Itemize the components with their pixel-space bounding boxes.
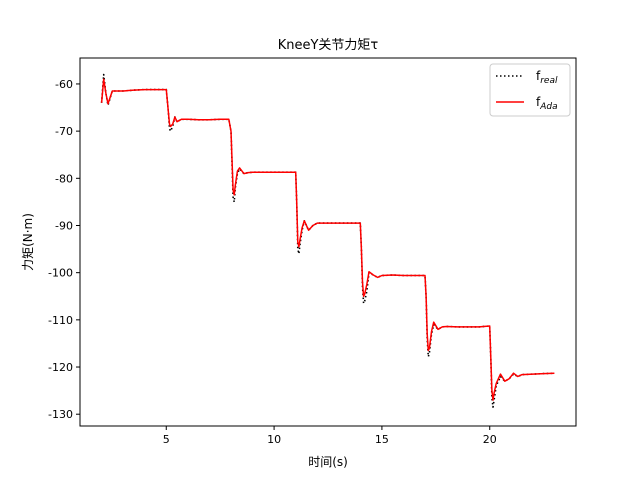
x-axis-label: 时间(s) xyxy=(308,455,348,469)
y-tick-label: -120 xyxy=(48,361,73,374)
x-tick-label: 5 xyxy=(163,433,170,446)
series-line-ada xyxy=(100,78,555,401)
y-axis: -60 -70 -80 -90 -100 -110 -120 -130 xyxy=(48,78,80,421)
x-tick-label: 20 xyxy=(483,433,497,446)
legend-box xyxy=(489,63,571,117)
y-axis-label: 力矩(N·m) xyxy=(21,213,35,271)
legend-label-ada: fAda xyxy=(536,95,558,112)
legend-label-real: freal xyxy=(536,69,558,86)
chart-title: KneeY关节力矩τ xyxy=(278,38,379,53)
y-tick-label: -70 xyxy=(55,125,73,138)
x-tick-label: 15 xyxy=(375,433,389,446)
plot-frame xyxy=(79,57,577,427)
y-tick-label: -60 xyxy=(55,78,73,91)
plot-area xyxy=(100,73,555,408)
y-tick-label: -100 xyxy=(48,267,73,280)
x-tick-label: 10 xyxy=(267,433,281,446)
y-tick-label: -90 xyxy=(55,219,73,232)
y-tick-label: -80 xyxy=(55,172,73,185)
y-tick-label: -110 xyxy=(48,314,73,327)
y-tick-label: -130 xyxy=(48,408,73,421)
legend: freal fAda xyxy=(489,63,571,117)
x-axis: 5 10 15 20 xyxy=(163,426,497,446)
